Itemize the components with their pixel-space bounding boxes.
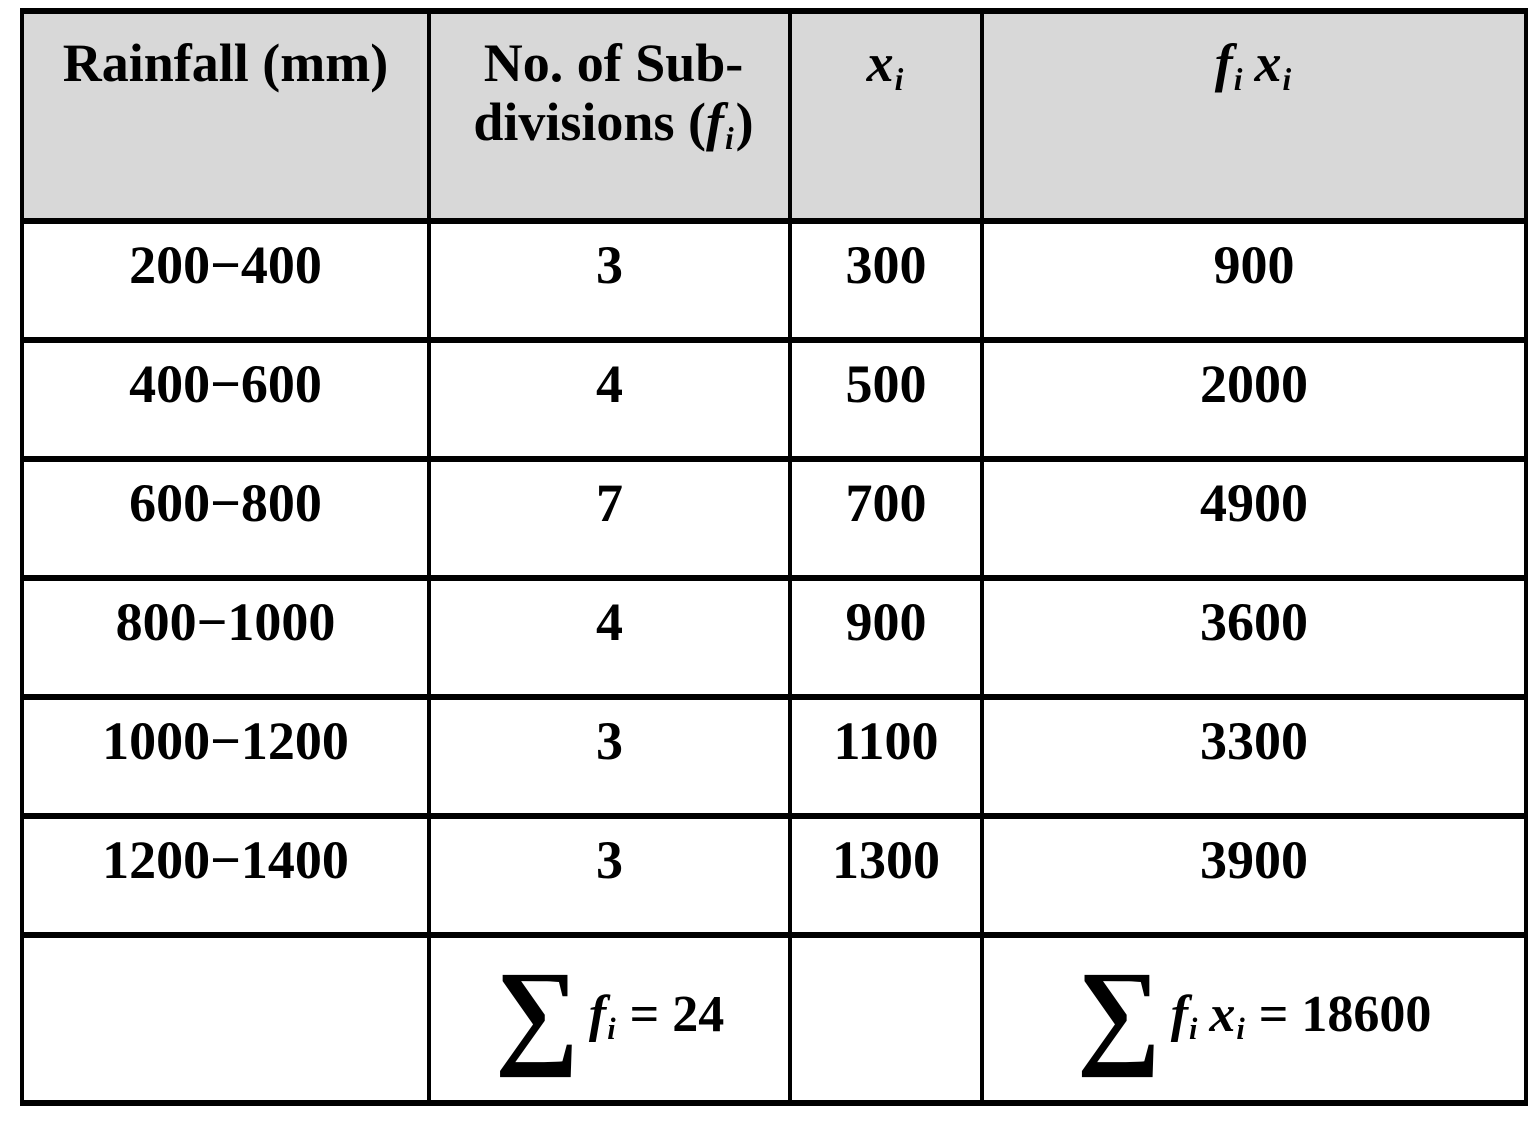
math-x: x	[866, 33, 894, 93]
sigma-symbol: ∑	[1076, 946, 1161, 1078]
cell-fi: 3	[427, 694, 792, 819]
cell-rainfall: 200−400	[20, 218, 431, 343]
cell-rainfall: 1000−1200	[20, 694, 431, 819]
math-sub-i: i	[894, 61, 904, 97]
header-subdivisions: No. of Sub- divisions (fi)	[427, 8, 792, 224]
header-fixi: fi xi	[980, 8, 1528, 224]
math-sub-i: i	[607, 1012, 616, 1047]
header-subdivisions-line2: divisions (fi)	[473, 92, 754, 157]
cell-xi: 1100	[788, 694, 984, 819]
table-row: 800−1000 4 900 3600	[20, 575, 1528, 700]
cell-fixi: 3900	[980, 813, 1528, 938]
header-xi: xi	[788, 8, 984, 224]
math-f: f	[705, 92, 724, 153]
sum-fi-value: = 24	[629, 985, 725, 1043]
cell-sum-fixi: ∑ fi xi = 18600	[980, 932, 1528, 1106]
cell-fixi: 3300	[980, 694, 1528, 819]
header-rainfall-label: Rainfall (mm)	[62, 33, 389, 93]
cell-rainfall: 1200−1400	[20, 813, 431, 938]
cell-rainfall: 400−600	[20, 337, 431, 462]
cell-xi: 700	[788, 456, 984, 581]
table-row: 400−600 4 500 2000	[20, 337, 1528, 462]
math-x: x	[1254, 33, 1282, 93]
totals-row: ∑ fi = 24 ∑ fi xi = 18600	[20, 932, 1528, 1106]
cell-fi: 3	[427, 218, 792, 343]
math-sub-i: i	[1189, 1012, 1198, 1047]
sum-fixi-value: = 18600	[1258, 985, 1432, 1043]
sigma-symbol: ∑	[494, 946, 579, 1078]
cell-fi: 7	[427, 456, 792, 581]
rainfall-frequency-table: Rainfall (mm) No. of Sub- divisions (fi)…	[20, 8, 1528, 1106]
math-f: f	[588, 985, 607, 1043]
cell-fixi: 3600	[980, 575, 1528, 700]
header-rainfall: Rainfall (mm)	[20, 8, 431, 224]
table-row: 600−800 7 700 4900	[20, 456, 1528, 581]
cell-fixi: 4900	[980, 456, 1528, 581]
cell-rainfall: 800−1000	[20, 575, 431, 700]
cell-xi: 1300	[788, 813, 984, 938]
math-sub-i: i	[1233, 61, 1243, 97]
cell-fi: 4	[427, 575, 792, 700]
table-row: 1000−1200 3 1100 3300	[20, 694, 1528, 819]
cell-fi: 4	[427, 337, 792, 462]
header-subdivisions-line1: No. of Sub-	[483, 33, 744, 93]
cell-empty	[20, 932, 431, 1106]
math-x: x	[1209, 985, 1236, 1043]
math-sub-i: i	[1282, 61, 1292, 97]
table-row: 200−400 3 300 900	[20, 218, 1528, 343]
math-sub-i: i	[1236, 1012, 1245, 1047]
cell-xi: 300	[788, 218, 984, 343]
cell-fixi: 900	[980, 218, 1528, 343]
math-f: f	[1170, 985, 1189, 1043]
header-row: Rainfall (mm) No. of Sub- divisions (fi)…	[20, 8, 1528, 224]
cell-rainfall: 600−800	[20, 456, 431, 581]
cell-fi: 3	[427, 813, 792, 938]
cell-fixi: 2000	[980, 337, 1528, 462]
cell-empty	[788, 932, 984, 1106]
cell-xi: 900	[788, 575, 984, 700]
cell-xi: 500	[788, 337, 984, 462]
cell-sum-fi: ∑ fi = 24	[427, 932, 792, 1106]
table-row: 1200−1400 3 1300 3900	[20, 813, 1528, 938]
math-sub-i: i	[724, 121, 734, 157]
math-f: f	[1214, 33, 1233, 93]
